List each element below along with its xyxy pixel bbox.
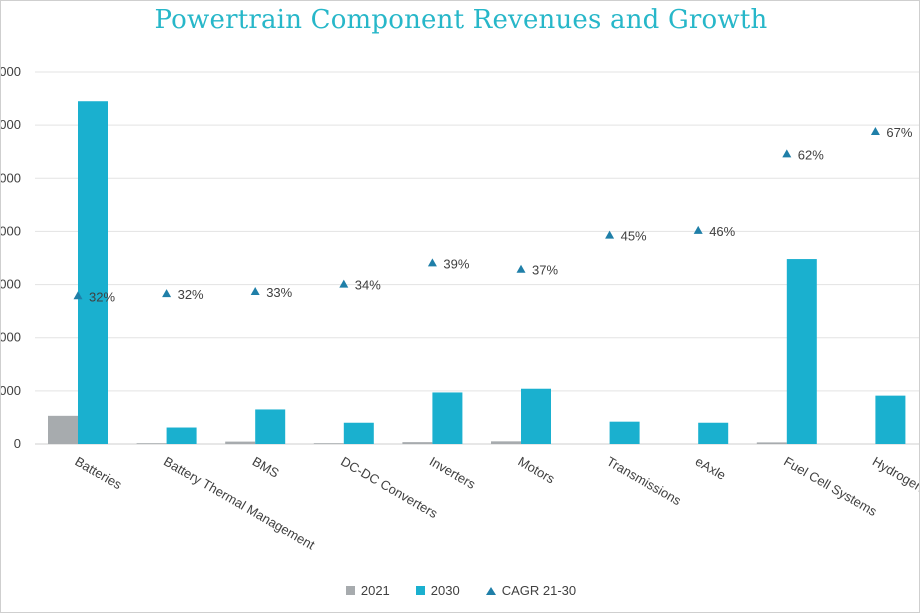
bar-2021 xyxy=(136,443,167,444)
cagr-label: 32% xyxy=(89,289,115,304)
cagr-marker xyxy=(427,258,437,267)
x-tick-label: Transmissions xyxy=(604,454,684,509)
cagr-label: 33% xyxy=(266,285,292,300)
y-tick-label: 000 xyxy=(1,117,21,132)
cagr-marker xyxy=(73,291,83,300)
cagr-marker xyxy=(693,225,703,234)
legend-label-cagr: CAGR 21-30 xyxy=(501,583,577,598)
cagr-label: 46% xyxy=(709,224,735,239)
bar-2030 xyxy=(698,422,729,444)
cagr-marker xyxy=(870,127,880,136)
y-tick-label: 000 xyxy=(1,330,21,345)
cagr-marker xyxy=(339,279,349,288)
bar-2030 xyxy=(432,392,463,444)
chart-title: Powertrain Component Revenues and Growth xyxy=(154,5,768,35)
bar-2021 xyxy=(402,442,433,444)
x-tick-label: Hydrogen xyxy=(870,454,920,495)
bar-2030 xyxy=(343,422,374,444)
y-tick-label: 0 xyxy=(14,436,21,451)
x-tick-label: Batteries xyxy=(73,454,125,493)
bar-2030 xyxy=(609,421,640,444)
x-tick-label: Fuel Cell Systems xyxy=(781,454,880,520)
cagr-marker xyxy=(250,287,260,296)
bar-2030 xyxy=(166,427,197,444)
x-tick-label: Inverters xyxy=(427,454,479,493)
y-tick-label: 000 xyxy=(1,223,21,238)
legend-label-2021: 2021 xyxy=(360,583,390,598)
legend-item-2021: 2021 xyxy=(345,583,390,598)
bar-2021 xyxy=(225,441,256,444)
cagr-label: 45% xyxy=(621,229,647,244)
bar-2030 xyxy=(78,101,108,444)
cagr-marker xyxy=(162,289,172,298)
legend-item-cagr: CAGR 21-30 xyxy=(485,583,577,598)
x-tick-label: DC-DC Converters xyxy=(338,454,440,522)
legend-swatch-2021 xyxy=(345,586,355,595)
bar-2021 xyxy=(491,441,521,444)
bar-2030 xyxy=(875,395,906,444)
bar-2021 xyxy=(313,443,344,444)
legend: 2021 2030 CAGR 21-30 xyxy=(1,583,919,598)
legend-marker-cagr xyxy=(485,586,496,595)
cagr-marker xyxy=(605,230,615,239)
bar-2021 xyxy=(756,442,787,444)
cagr-label: 32% xyxy=(178,287,204,302)
cagr-label: 39% xyxy=(443,256,469,271)
legend-label-2030: 2030 xyxy=(430,583,460,598)
x-tick-label: Battery Thermal Management xyxy=(161,454,318,553)
cagr-label: 62% xyxy=(798,147,824,162)
cagr-label: 37% xyxy=(532,263,558,278)
y-tick-label: 000 xyxy=(1,277,21,292)
bar-2030 xyxy=(255,409,286,444)
cagr-label: 34% xyxy=(355,278,381,293)
y-tick-label: 000 xyxy=(1,170,21,185)
cagr-label: 67% xyxy=(886,125,912,140)
bar-2030 xyxy=(786,259,817,444)
x-tick-label: BMS xyxy=(250,454,282,481)
cagr-marker xyxy=(516,264,526,273)
bar-2021 xyxy=(48,415,78,444)
legend-swatch-2030 xyxy=(415,586,425,595)
x-tick-label: Motors xyxy=(516,454,558,487)
y-tick-label: 000 xyxy=(1,64,21,79)
legend-item-2030: 2030 xyxy=(415,583,460,598)
bar-2030 xyxy=(521,388,551,444)
x-tick-label: eAxle xyxy=(693,454,729,483)
y-tick-label: 000 xyxy=(1,383,21,398)
cagr-marker xyxy=(782,149,792,158)
